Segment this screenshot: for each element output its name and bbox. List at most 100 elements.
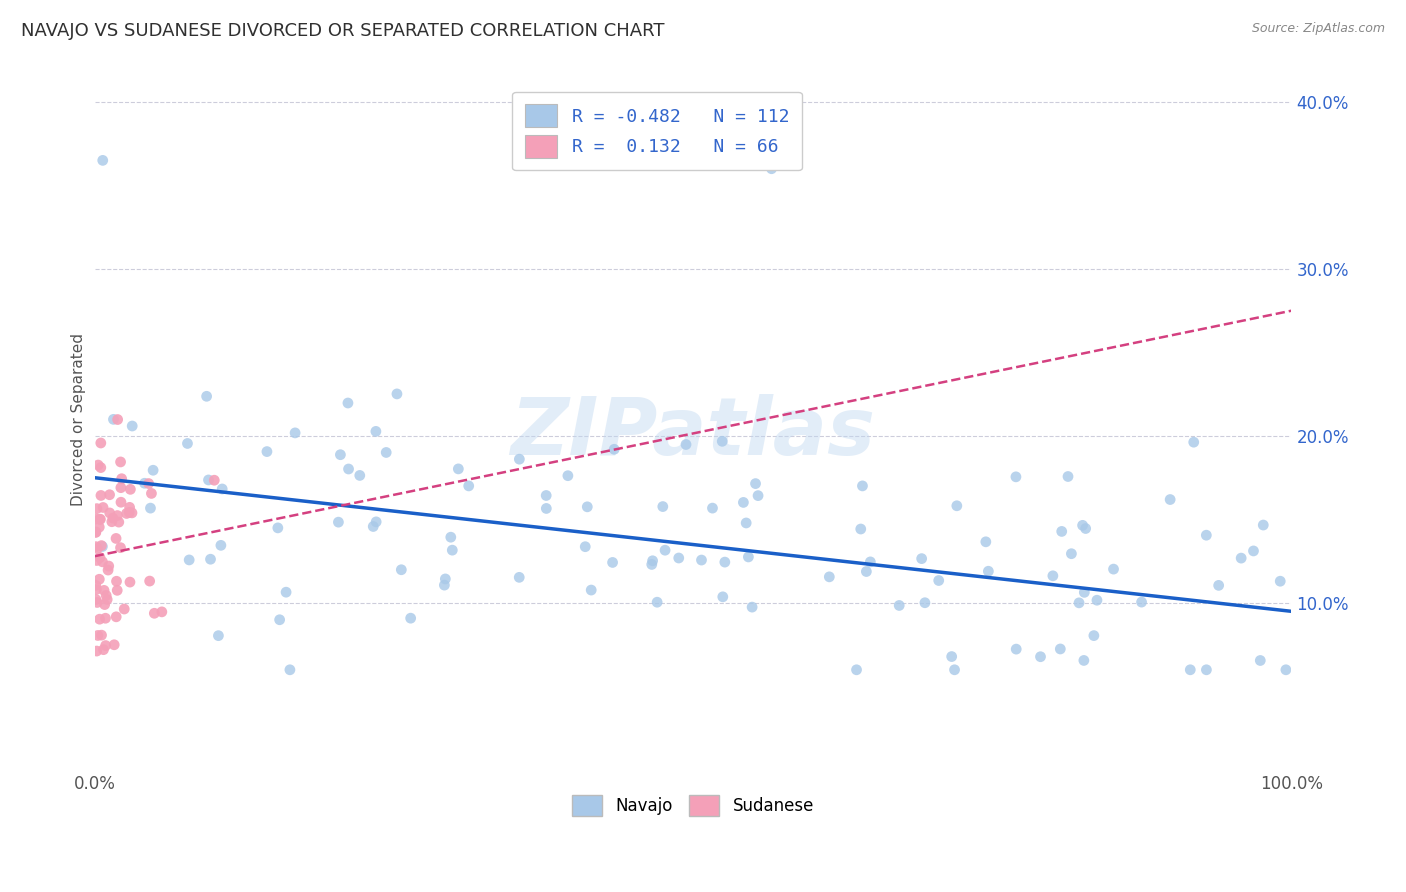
Point [94, 611, 117, 625]
Point [574, 540, 596, 554]
Point [115, 507, 138, 521]
Point [107, 412, 129, 426]
Point [1049, 642, 1071, 657]
Point [111, 472, 134, 486]
Point [209, 538, 232, 552]
Point [1270, 574, 1292, 589]
Point [121, 506, 143, 520]
Point [84, 540, 107, 554]
Point [855, 565, 877, 579]
Point [91, 500, 114, 515]
Point [90, 488, 112, 502]
Point [849, 522, 872, 536]
Point [118, 500, 141, 515]
Point [737, 549, 759, 564]
Point [90, 460, 112, 475]
Point [889, 599, 911, 613]
Point [97, 559, 120, 574]
Point [399, 611, 422, 625]
Point [714, 555, 737, 569]
Point [118, 505, 141, 519]
Text: Source: ZipAtlas.com: Source: ZipAtlas.com [1251, 22, 1385, 36]
Point [101, 511, 124, 525]
Point [1249, 653, 1271, 667]
Point [90, 628, 112, 642]
Point [654, 543, 676, 558]
Legend: Navajo, Sudanese: Navajo, Sudanese [564, 787, 823, 825]
Point [928, 574, 950, 588]
Point [278, 663, 301, 677]
Point [741, 600, 763, 615]
Point [651, 500, 673, 514]
Point [96, 592, 118, 607]
Point [103, 412, 125, 426]
Point [508, 452, 530, 467]
Point [101, 515, 124, 529]
Point [93, 598, 115, 612]
Point [97, 563, 120, 577]
Point [434, 572, 457, 586]
Text: ZIPatlas: ZIPatlas [510, 394, 876, 472]
Point [329, 448, 352, 462]
Point [84, 578, 107, 592]
Point [90, 436, 112, 450]
Point [851, 479, 873, 493]
Point [86, 582, 108, 597]
Point [1159, 492, 1181, 507]
Point [93, 642, 115, 657]
Point [207, 629, 229, 643]
Point [86, 595, 108, 609]
Point [94, 639, 117, 653]
Point [269, 613, 291, 627]
Point [89, 572, 111, 586]
Point [89, 520, 111, 534]
Point [179, 553, 201, 567]
Point [579, 583, 602, 598]
Point [134, 476, 156, 491]
Point [98, 506, 121, 520]
Point [641, 558, 664, 572]
Point [761, 161, 783, 176]
Point [1005, 470, 1028, 484]
Point [93, 583, 115, 598]
Point [349, 468, 371, 483]
Point [284, 425, 307, 440]
Point [150, 605, 173, 619]
Point [138, 574, 160, 588]
Point [84, 512, 107, 526]
Point [1060, 547, 1083, 561]
Point [139, 501, 162, 516]
Point [1251, 518, 1274, 533]
Point [733, 495, 755, 509]
Point [274, 585, 297, 599]
Point [641, 554, 664, 568]
Point [943, 663, 966, 677]
Point [845, 663, 868, 677]
Point [457, 479, 479, 493]
Point [534, 488, 557, 502]
Point [508, 570, 530, 584]
Point [105, 583, 128, 598]
Point [84, 592, 107, 607]
Point [1050, 524, 1073, 539]
Point [602, 556, 624, 570]
Point [89, 512, 111, 526]
Point [211, 482, 233, 496]
Point [946, 499, 969, 513]
Point [1083, 629, 1105, 643]
Point [105, 574, 128, 589]
Point [197, 473, 219, 487]
Point [107, 508, 129, 523]
Point [142, 463, 165, 477]
Point [702, 501, 724, 516]
Point [1071, 518, 1094, 533]
Point [86, 553, 108, 567]
Point [91, 153, 114, 168]
Point [818, 570, 841, 584]
Point [747, 489, 769, 503]
Point [87, 458, 110, 472]
Y-axis label: Divorced or Separated: Divorced or Separated [72, 333, 86, 506]
Point [1102, 562, 1125, 576]
Point [87, 628, 110, 642]
Point [110, 495, 132, 509]
